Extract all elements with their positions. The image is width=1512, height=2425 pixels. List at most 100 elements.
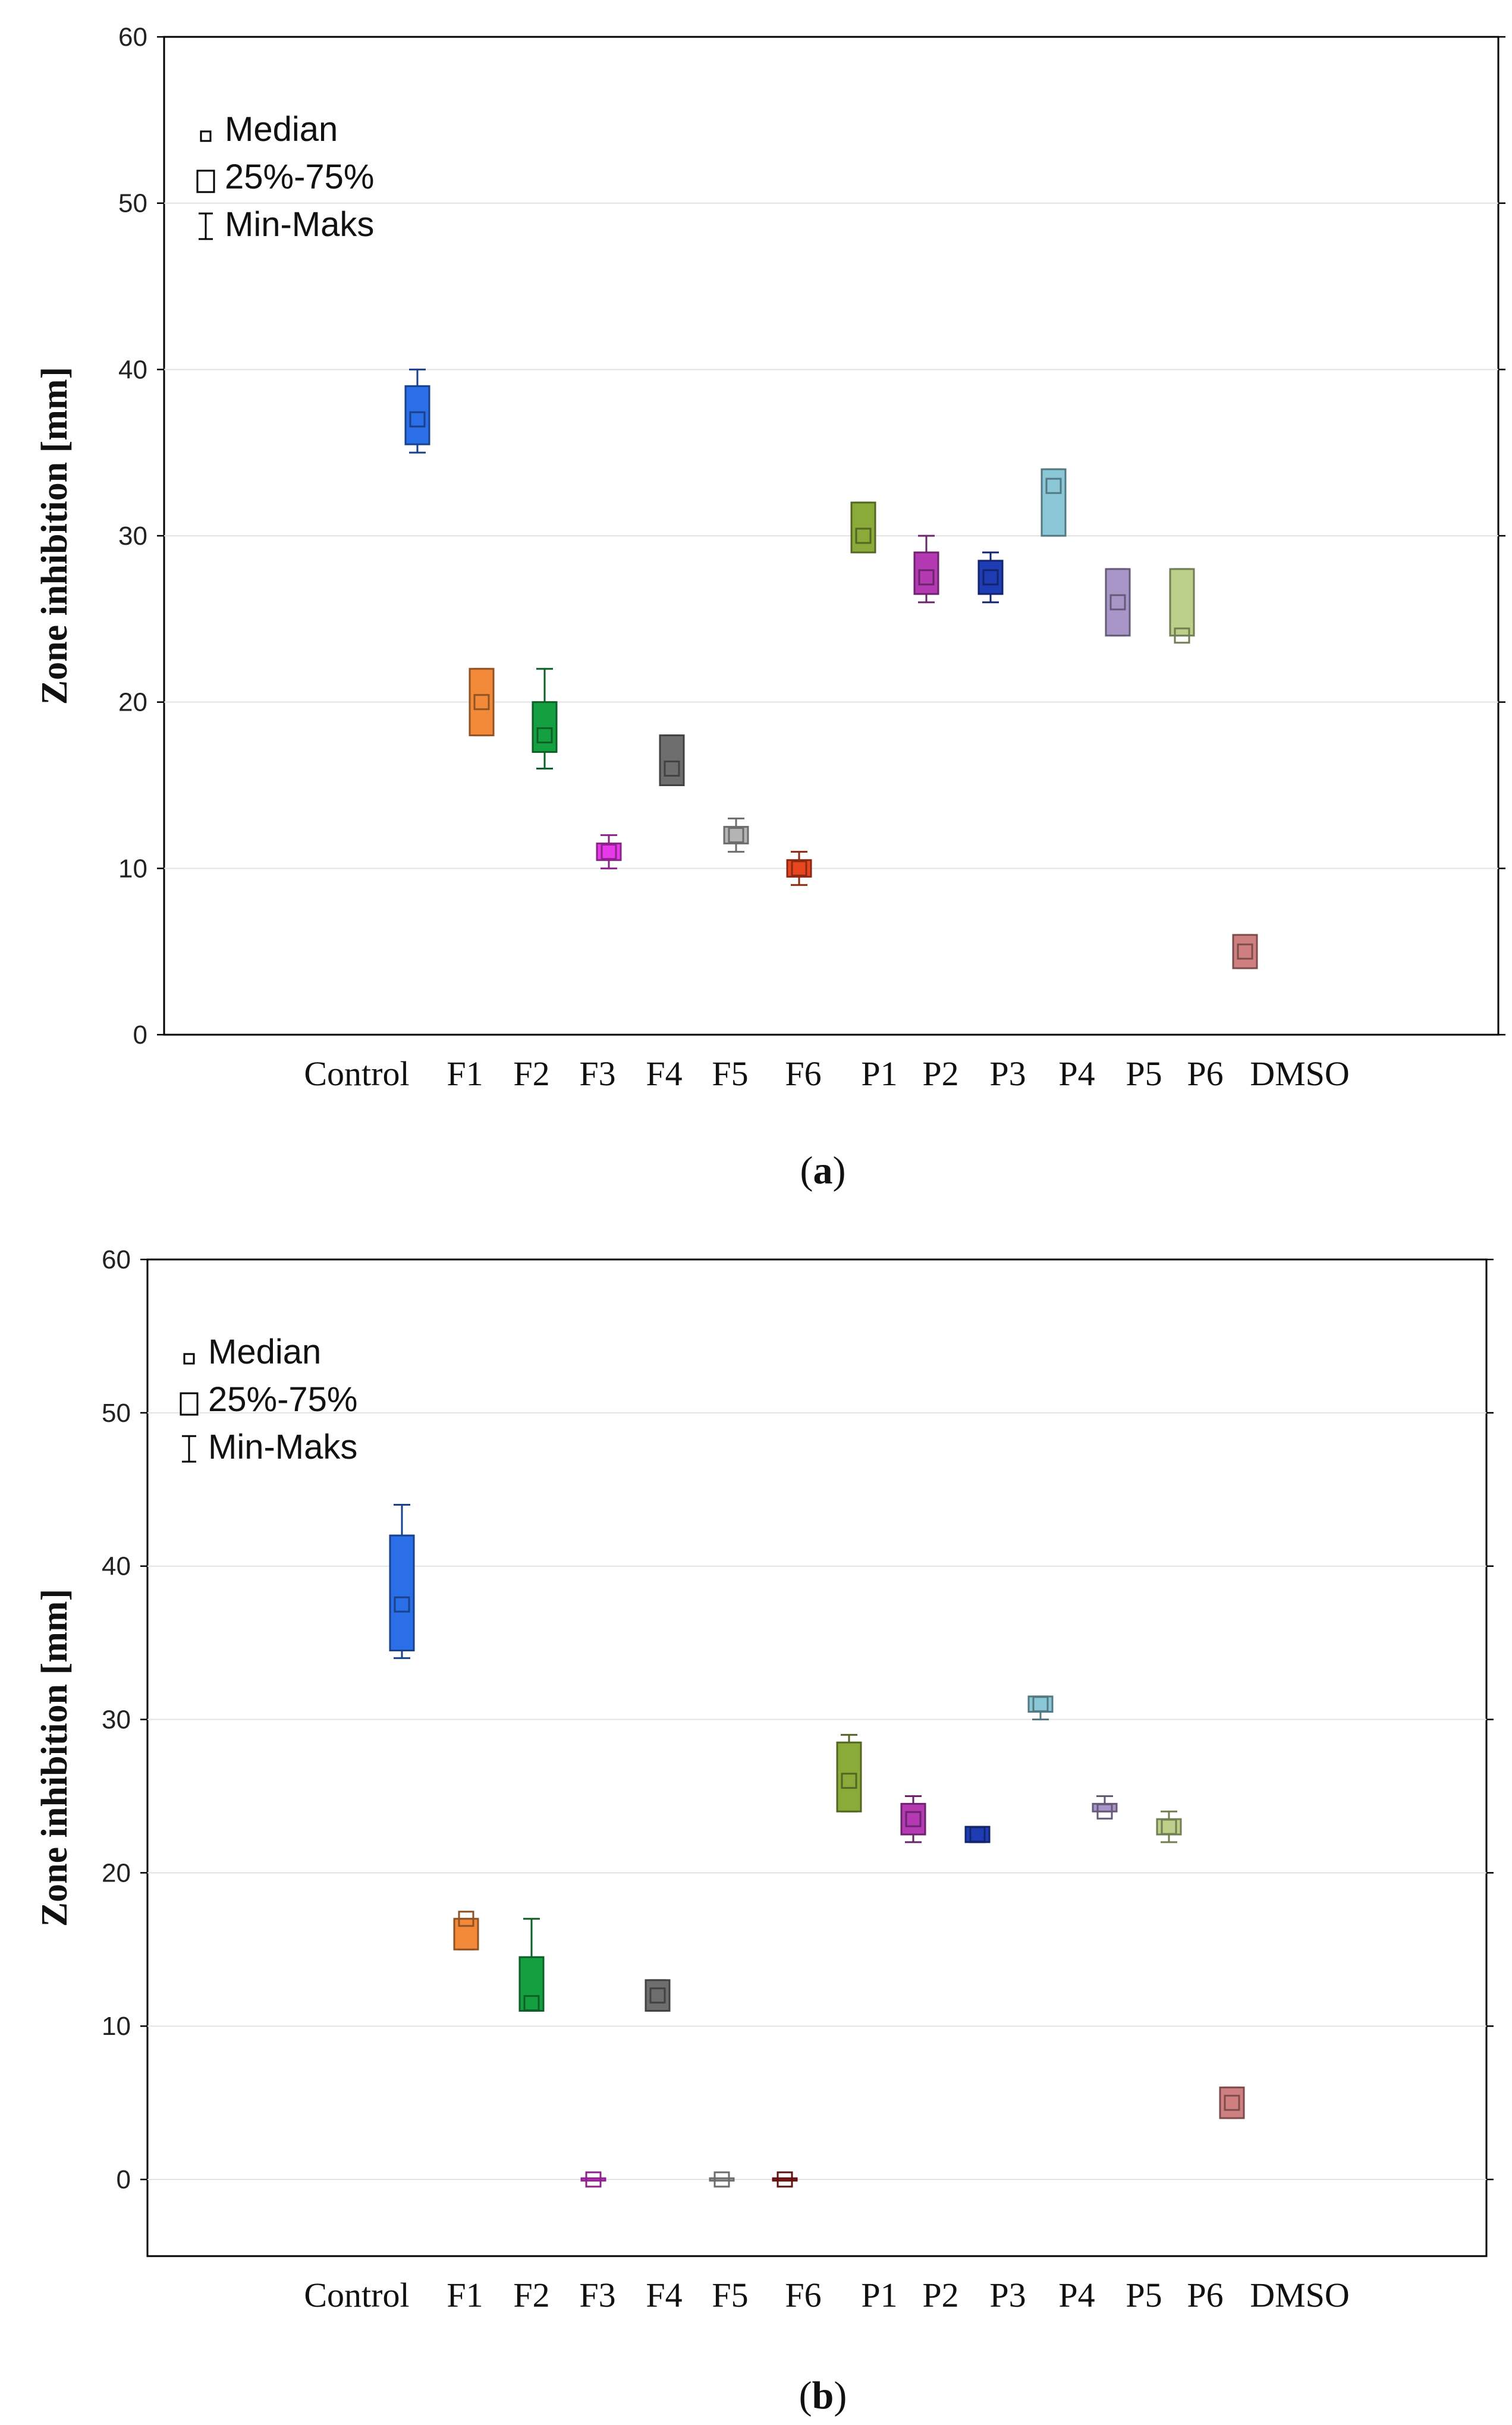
box-F2 xyxy=(532,668,558,770)
y-tick-label: 50 xyxy=(118,189,147,218)
caption-open: ( xyxy=(800,1149,813,1192)
legend-whisker-label: Min-Maks xyxy=(208,1428,357,1466)
category-label: P4 xyxy=(1058,2276,1095,2314)
caption-open: ( xyxy=(799,2374,812,2417)
box-F1 xyxy=(453,1911,479,1950)
y-axis-label: Zone inhibition [mm] xyxy=(34,367,75,705)
iqr-box xyxy=(389,1534,415,1652)
box-DMSO xyxy=(1219,2086,1245,2119)
box-F6 xyxy=(786,850,812,886)
y-tick-label: 30 xyxy=(118,522,147,551)
category-label: F2 xyxy=(513,1054,549,1093)
category-label: P2 xyxy=(922,2276,958,2314)
median-marker xyxy=(394,1596,410,1613)
iqr-box xyxy=(1219,2086,1245,2119)
legend-whisker-label: Min-Maks xyxy=(225,205,374,244)
legend-box-swatch xyxy=(196,169,215,193)
category-label: P5 xyxy=(1126,1054,1162,1093)
category-label: P2 xyxy=(922,1054,958,1093)
category-label: F6 xyxy=(785,1054,821,1093)
median-marker xyxy=(1045,478,1062,494)
iqr-box xyxy=(723,825,749,844)
category-label: DMSO xyxy=(1250,2276,1350,2314)
iqr-box xyxy=(518,1956,545,2012)
category-label: F3 xyxy=(579,1054,615,1093)
box-P4 xyxy=(1027,1695,1054,1721)
category-label: F5 xyxy=(712,2276,748,2314)
category-label: P6 xyxy=(1187,2276,1223,2314)
caption-letter: b xyxy=(812,2374,834,2417)
y-tick-label: 40 xyxy=(102,1552,131,1581)
median-marker xyxy=(409,411,426,428)
caption-close: ) xyxy=(833,1149,846,1192)
iqr-box xyxy=(772,2177,798,2182)
box-DMSO xyxy=(1232,934,1258,969)
legend-box-label: 25%-75% xyxy=(208,1380,357,1419)
iqr-box xyxy=(964,1826,991,1843)
panel-caption: (b) xyxy=(799,2374,847,2417)
median-marker xyxy=(1096,1803,1113,1820)
y-tick-label: 10 xyxy=(102,2012,131,2041)
legend-median-swatch xyxy=(200,130,212,142)
box-P6 xyxy=(1169,568,1195,644)
box-P5 xyxy=(1105,568,1131,637)
iqr-box xyxy=(709,2177,735,2182)
median-marker xyxy=(855,527,872,544)
legend-median-swatch xyxy=(183,1353,195,1365)
iqr-box xyxy=(1027,1695,1054,1713)
category-label: P1 xyxy=(861,2276,897,2314)
median-marker xyxy=(601,843,617,860)
panel-b: 0 10 20 30 40 50 60 Zone inhibition [mm] Control… xyxy=(34,1245,1494,2417)
median-marker xyxy=(664,761,680,777)
legend-box-swatch xyxy=(180,1392,199,1416)
legend-box-label: 25%-75% xyxy=(225,158,374,196)
box-Control xyxy=(389,1504,415,1659)
iqr-box xyxy=(900,1802,926,1836)
y-tick-label: 0 xyxy=(117,2165,131,2194)
median-marker xyxy=(777,2171,793,2188)
y-tick-label: 10 xyxy=(118,854,147,883)
category-label: P6 xyxy=(1187,1054,1223,1093)
iqr-box xyxy=(645,1979,671,2012)
category-label: F4 xyxy=(646,2276,682,2314)
iqr-box xyxy=(532,701,558,753)
box-F6 xyxy=(772,2171,798,2188)
panel-a: 0 10 20 30 40 50 60 Zone inhibition [mm] Control… xyxy=(34,23,1505,1192)
box-P2 xyxy=(900,1795,926,1843)
box-P5 xyxy=(1092,1795,1118,1820)
category-label: P3 xyxy=(989,2276,1026,2314)
box-F5 xyxy=(709,2171,735,2188)
y-tick-label: 50 xyxy=(102,1399,131,1428)
panel-caption: (a) xyxy=(800,1149,846,1192)
iqr-box xyxy=(404,385,430,445)
category-label: P1 xyxy=(861,1054,897,1093)
median-marker xyxy=(536,727,553,744)
iqr-box xyxy=(580,2177,606,2182)
median-marker xyxy=(905,1811,922,1827)
iqr-box xyxy=(913,551,939,595)
iqr-box xyxy=(786,859,812,878)
box-P1 xyxy=(836,1733,862,1813)
median-marker xyxy=(585,2171,602,2188)
y-tick-label: 30 xyxy=(102,1705,131,1735)
legend: Median 25%-75% Min-Maks xyxy=(196,110,374,244)
category-label: Control xyxy=(304,2276,409,2314)
median-marker xyxy=(1032,1696,1049,1713)
box-P4 xyxy=(1041,468,1067,537)
median-marker xyxy=(728,827,744,843)
box-P6 xyxy=(1156,1810,1182,1843)
iqr-box xyxy=(836,1741,862,1813)
category-label: F4 xyxy=(646,1054,682,1093)
y-tick-label: 0 xyxy=(133,1020,147,1050)
y-tick-label: 60 xyxy=(118,23,147,52)
median-marker xyxy=(969,1826,986,1843)
category-label: P5 xyxy=(1126,2276,1162,2314)
box-F4 xyxy=(659,734,685,786)
box-F3 xyxy=(596,834,622,869)
box-F2 xyxy=(518,1918,545,2012)
box-P3 xyxy=(977,551,1004,604)
iqr-box xyxy=(1232,934,1258,969)
iqr-box xyxy=(1156,1818,1182,1836)
box-F4 xyxy=(645,1979,671,2012)
